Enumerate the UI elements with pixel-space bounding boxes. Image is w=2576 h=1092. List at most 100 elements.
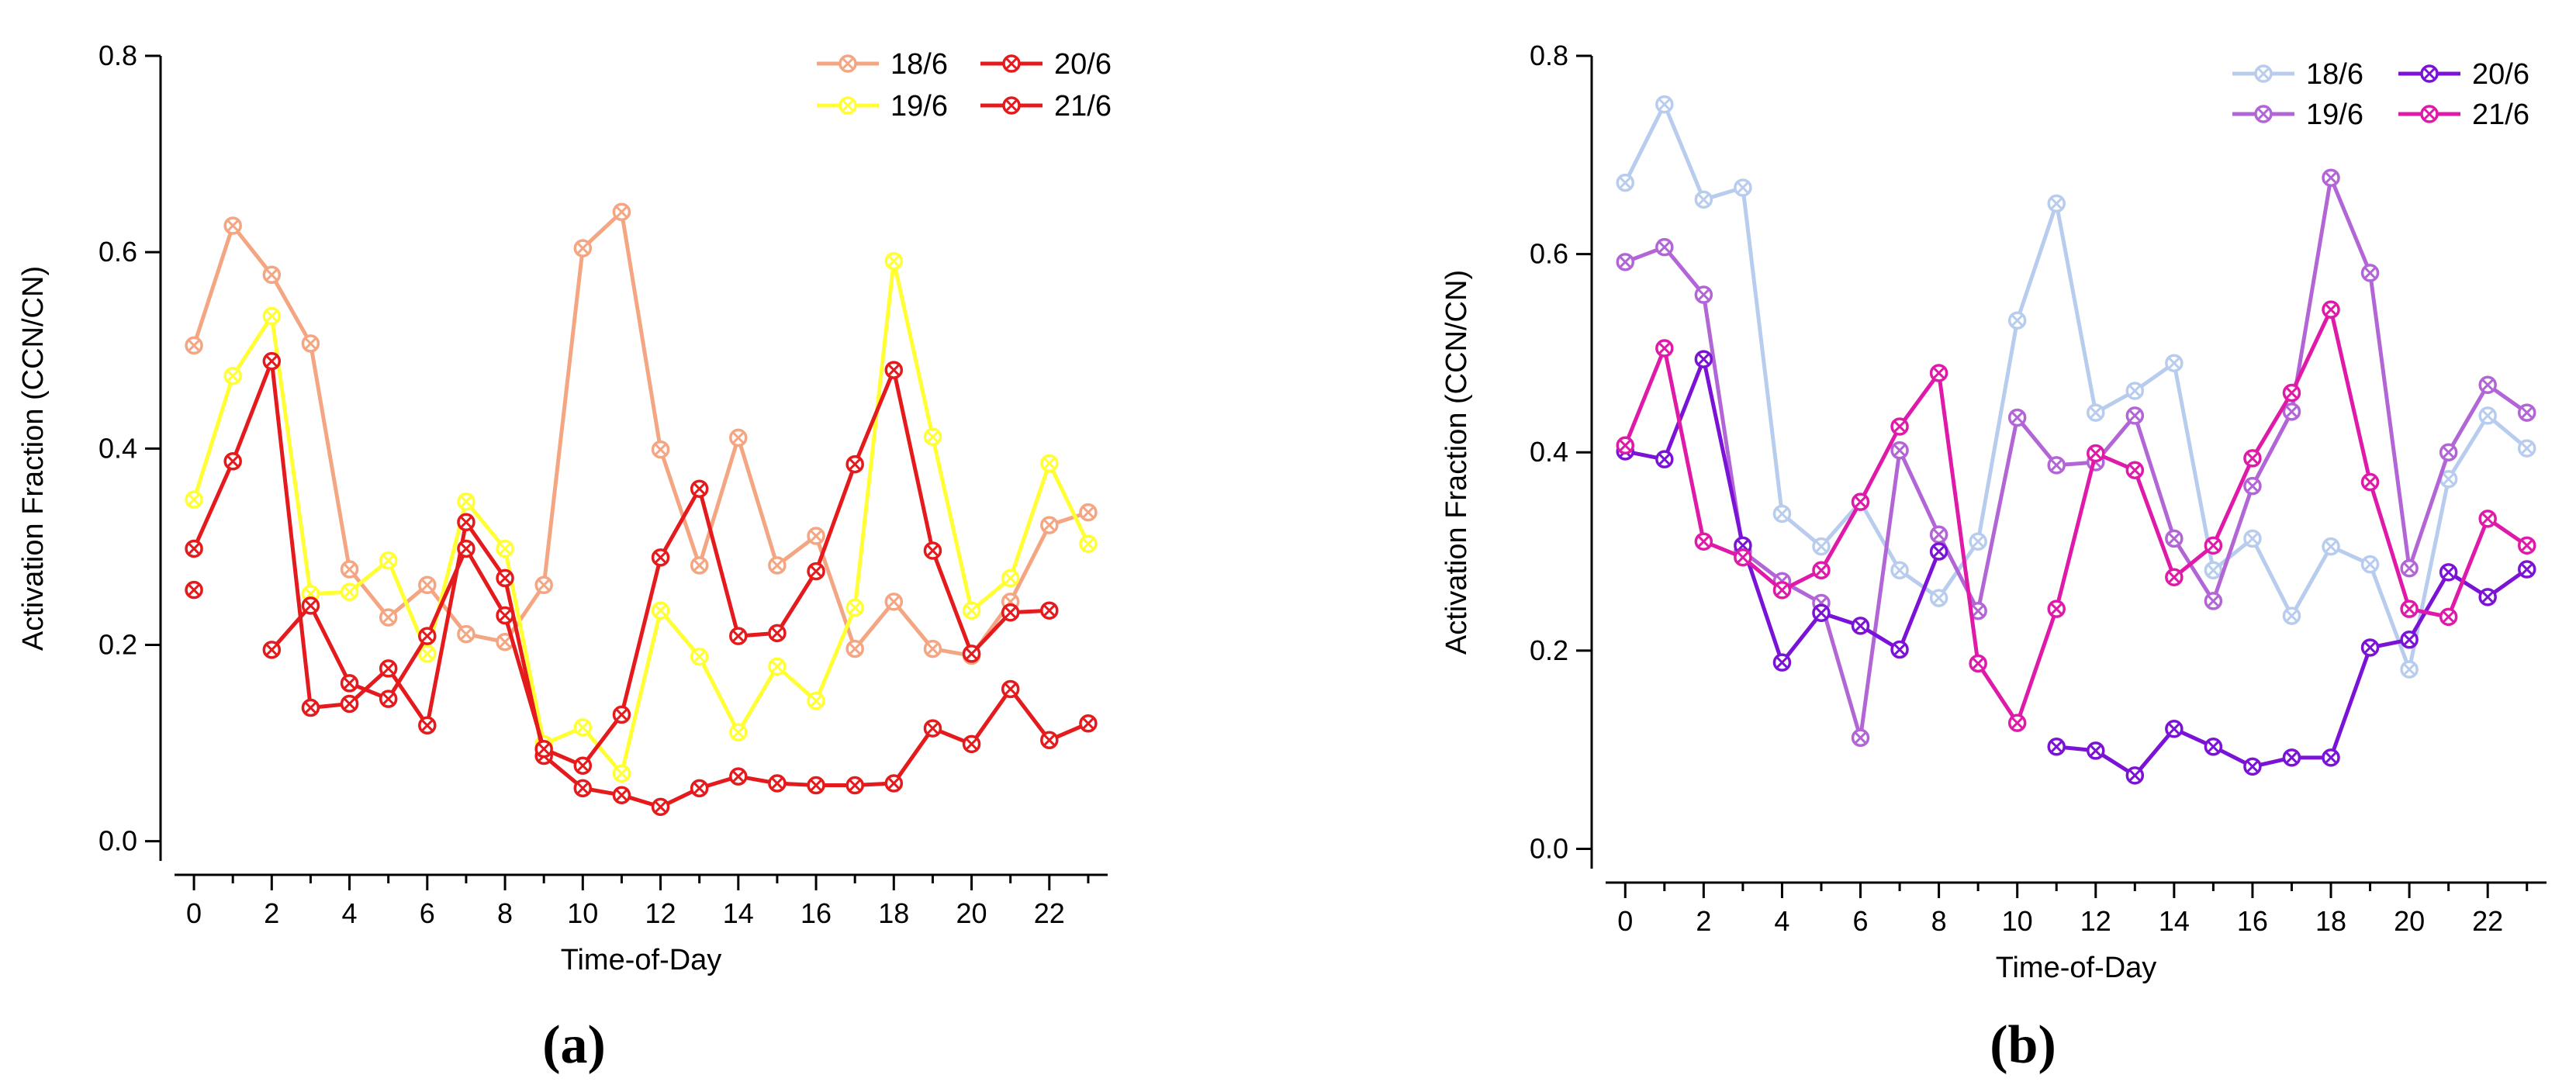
data-point: [2087, 741, 2105, 760]
series-20-6: [1616, 350, 2536, 785]
data-point: [301, 334, 320, 353]
marker-cross: [732, 630, 745, 642]
marker-cross: [265, 644, 278, 656]
data-point: [2007, 408, 2027, 427]
marker-cross: [926, 430, 939, 443]
marker-cross: [693, 782, 706, 794]
data-point: [1616, 436, 1635, 455]
legend: 18/6 20/6 19/6 21/6: [817, 48, 1112, 123]
marker-cross: [499, 636, 511, 648]
data-point: [418, 644, 437, 663]
marker-cross: [2168, 571, 2180, 583]
x-tick-label: 2: [1696, 905, 1711, 937]
data-point: [1929, 364, 1948, 382]
data-point: [2047, 600, 2066, 618]
data-point: [2007, 714, 2027, 732]
marker-cross: [849, 643, 861, 655]
marker-cross: [1043, 519, 1056, 531]
marker-cross: [344, 697, 356, 710]
data-point: [923, 639, 942, 658]
marker-cross: [2443, 610, 2455, 623]
data-point: [1079, 714, 1098, 733]
series-19-6: [1616, 168, 2536, 748]
marker-cross: [2363, 641, 2377, 654]
marker-cross: [2246, 452, 2259, 465]
data-point: [2087, 403, 2105, 422]
data-point: [2282, 383, 2301, 403]
marker-cross: [2285, 386, 2298, 399]
legend-label: 19/6: [2306, 98, 2363, 131]
data-point: [2282, 748, 2301, 767]
data-point: [612, 202, 631, 222]
marker-cross: [655, 604, 667, 617]
marker-cross: [538, 579, 550, 591]
data-point: [1890, 561, 1909, 580]
marker-cross: [2128, 410, 2141, 422]
y-tick-label: 0.8: [1530, 40, 1568, 71]
legend-marker-cross: [842, 99, 854, 112]
series-line: [1623, 307, 2529, 725]
y-tick-label: 0.0: [99, 825, 137, 857]
marker-cross: [849, 779, 861, 792]
marker-cross: [2011, 314, 2024, 327]
data-point: [340, 674, 359, 693]
data-point: [1851, 617, 1870, 635]
data-point: [1890, 640, 1909, 659]
x-tick-label: 12: [2080, 905, 2111, 937]
data-point: [223, 452, 242, 471]
data-point: [690, 779, 709, 798]
x-tick-label: 18: [878, 897, 909, 929]
data-point: [2478, 406, 2497, 425]
marker-cross: [304, 701, 316, 714]
data-point: [807, 776, 825, 795]
data-point: [651, 440, 670, 459]
marker-cross: [2521, 442, 2533, 454]
marker-cross: [382, 611, 395, 624]
data-point: [418, 627, 437, 645]
marker-cross: [1776, 584, 1789, 596]
marker-cross: [1082, 506, 1094, 519]
marker-cross: [655, 800, 667, 813]
marker-cross: [849, 601, 861, 613]
data-point: [1655, 339, 1674, 358]
marker-cross: [1697, 353, 1710, 365]
marker-cross: [1737, 181, 1749, 194]
chart-panel-2: 0.0 0.2 0.4 0.6 0.8 0 2 4 6 8 10 12 14 16 18 20 22 Time-o…: [1440, 40, 2547, 1075]
marker-cross: [2207, 741, 2219, 753]
data-point: [262, 265, 282, 285]
data-point: [1001, 603, 1020, 622]
marker-cross: [693, 482, 706, 495]
marker-cross: [732, 431, 745, 444]
data-point: [2439, 443, 2458, 461]
data-point: [573, 779, 593, 798]
marker-cross: [1933, 528, 1945, 541]
legend-label: 18/6: [2306, 58, 2363, 91]
marker-cross: [382, 662, 395, 675]
y-tick-label: 0.0: [1530, 832, 1568, 864]
data-point: [2360, 472, 2380, 492]
data-point: [1890, 417, 1909, 436]
legend-marker-cross: [2257, 67, 2270, 80]
marker-cross: [2325, 541, 2337, 553]
x-axis-title: Time-of-Day: [1996, 952, 2157, 984]
data-point: [457, 624, 475, 644]
marker-cross: [382, 555, 395, 567]
data-point: [729, 723, 748, 741]
data-point: [2322, 168, 2340, 187]
marker-cross: [1043, 457, 1056, 469]
marker-cross: [1972, 535, 1984, 548]
marker-cross: [2090, 406, 2102, 419]
data-point: [845, 639, 864, 658]
marker-cross: [2207, 595, 2219, 607]
data-point: [1655, 450, 1674, 468]
marker-cross: [1043, 734, 1056, 746]
marker-cross: [2443, 566, 2455, 579]
marker-cross: [576, 242, 589, 254]
marker-cross: [460, 628, 472, 641]
data-point: [729, 767, 748, 786]
data-point: [1734, 178, 1752, 197]
marker-cross: [2481, 378, 2494, 391]
data-point: [223, 366, 242, 385]
data-point: [185, 336, 203, 355]
